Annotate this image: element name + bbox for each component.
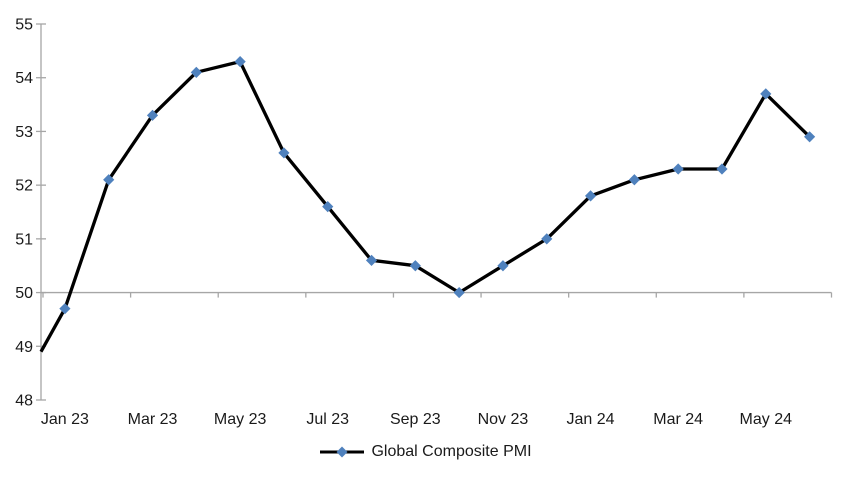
- x-tick-label: Sep 23: [390, 411, 441, 428]
- data-point-marker: [716, 163, 728, 175]
- data-point-marker: [278, 147, 290, 159]
- data-point-marker: [453, 286, 465, 299]
- y-tick-label: 53: [15, 124, 33, 141]
- data-point-marker: [672, 163, 684, 175]
- x-tick-label: Mar 23: [128, 411, 178, 428]
- data-point-marker: [628, 174, 640, 186]
- pmi-series-line: [39, 59, 811, 353]
- data-point-marker: [409, 260, 421, 272]
- data-point-marker: [497, 260, 509, 272]
- data-point-marker: [760, 88, 772, 100]
- legend-line-marker-icon: [320, 446, 365, 458]
- y-tick-label: 50: [15, 285, 33, 302]
- legend-label: Global Composite PMI: [371, 443, 532, 460]
- y-tick-label: 51: [15, 231, 33, 248]
- data-point-marker: [103, 174, 115, 186]
- data-point-marker: [322, 201, 334, 213]
- data-point-marker: [59, 303, 71, 315]
- x-tick-label: Jan 24: [567, 411, 615, 428]
- x-tick-label: May 23: [214, 411, 267, 428]
- data-point-marker: [541, 233, 553, 245]
- data-point-marker: [146, 109, 159, 121]
- legend-diamond-icon: [336, 446, 348, 458]
- data-point-marker: [365, 254, 378, 266]
- x-tick-label: Mar 24: [653, 411, 703, 428]
- y-tick-label: 48: [15, 393, 33, 410]
- x-tick-label: Nov 23: [478, 411, 529, 428]
- y-tick-label: 52: [15, 178, 33, 195]
- legend: Global Composite PMI: [0, 441, 852, 463]
- data-point-marker: [584, 190, 597, 202]
- data-point-marker: [234, 56, 246, 68]
- data-point-marker: [803, 131, 816, 143]
- y-tick-label: 49: [15, 339, 33, 356]
- x-tick-label: Jan 23: [41, 411, 89, 428]
- x-tick-label: Jul 23: [306, 411, 349, 428]
- y-tick-label: 55: [15, 17, 33, 34]
- x-tick-label: May 24: [740, 411, 793, 428]
- data-point-marker: [190, 66, 202, 78]
- y-tick-label: 54: [15, 70, 33, 87]
